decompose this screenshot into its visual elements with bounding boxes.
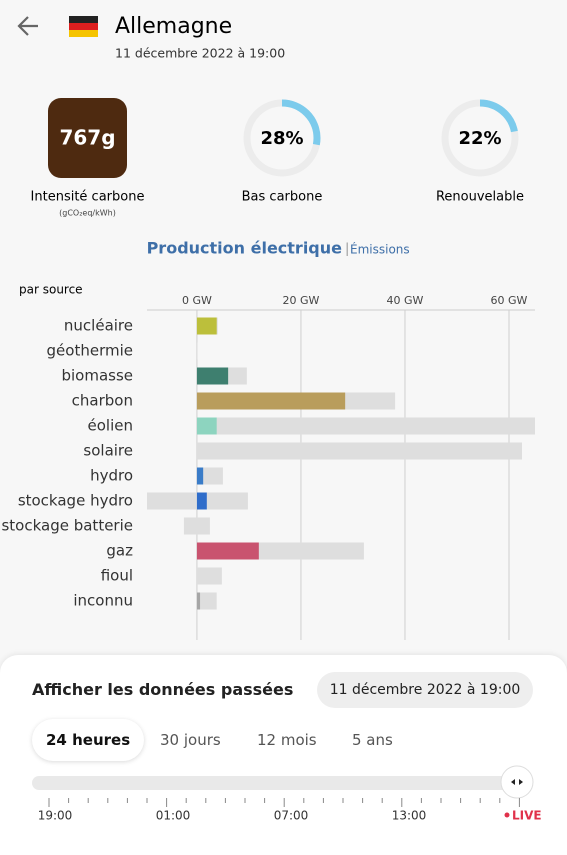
back-button[interactable]	[17, 16, 38, 36]
category-label: stockage batterie	[1, 517, 133, 535]
low-carbon-value: 28%	[260, 128, 303, 149]
production-bar	[196, 467, 204, 485]
category-label: stockage hydro	[18, 492, 133, 510]
category-label: solaire	[83, 442, 133, 460]
production-bar	[196, 592, 201, 610]
tab[interactable]: 24 heures	[32, 719, 145, 761]
flag	[69, 16, 98, 37]
timeline-label: 19:00	[38, 809, 73, 823]
chart-title: Production électrique	[147, 239, 343, 258]
capacity-bar	[196, 417, 535, 435]
capacity-bar	[196, 567, 222, 585]
timeline-track	[32, 776, 522, 790]
zone-view: Allemagne 11 décembre 2022 à 19:00 767g …	[1, 14, 535, 640]
low-carbon-label: Bas carbone	[242, 190, 323, 205]
x-tick-label: 60 GW	[491, 294, 528, 307]
renewable-label: Renouvelable	[436, 190, 524, 205]
capacity-bar	[183, 517, 210, 535]
production-bar	[196, 367, 229, 385]
chart-subtitle: par source	[19, 283, 83, 297]
capacity-bar	[196, 592, 217, 610]
x-tick-label: 20 GW	[282, 294, 319, 307]
category-label: biomasse	[61, 367, 133, 385]
category-label: hydro	[90, 467, 133, 485]
capacity-bar	[196, 342, 198, 360]
tab[interactable]: 30 jours	[160, 731, 221, 749]
timeline: LIVE 19:00 01:00 07:00 13:00	[32, 765, 542, 823]
category-label: charbon	[72, 392, 133, 410]
category-label: gaz	[106, 542, 133, 560]
zone-title: Allemagne	[115, 14, 232, 39]
date-button[interactable]: 11 décembre 2022 à 19:00	[317, 672, 533, 708]
category-label: géothermie	[47, 342, 133, 360]
timeline-label: 13:00	[392, 809, 427, 823]
capacity-bar	[196, 467, 223, 485]
live-dot	[504, 812, 510, 818]
tab[interactable]: 12 mois	[257, 731, 317, 749]
production-bar	[196, 492, 207, 510]
datetime: 11 décembre 2022 à 19:00	[115, 46, 285, 61]
timeline-thumb[interactable]	[500, 765, 534, 799]
carbon-intensity-unit: (gCO₂eq/kWh)	[59, 209, 116, 218]
history-panel: Afficher les données passées 11 décembre…	[0, 655, 567, 855]
live-label: LIVE	[512, 809, 542, 823]
x-tick-label: 0 GW	[182, 294, 212, 307]
history-title: Afficher les données passées	[32, 680, 294, 699]
timeline-label: 01:00	[156, 809, 191, 823]
category-label: éolien	[88, 417, 133, 435]
category-label: nucléaire	[64, 317, 133, 335]
production-bar	[196, 392, 346, 410]
x-tick-label: 40 GW	[387, 294, 424, 307]
carbon-intensity-value: 767g	[59, 126, 115, 150]
production-bar	[196, 542, 259, 560]
gauge-arc	[243, 99, 321, 177]
renewable-value: 22%	[458, 128, 501, 149]
production-bar	[196, 417, 217, 435]
capacity-bar	[196, 442, 522, 460]
tab[interactable]: 5 ans	[352, 731, 393, 749]
timeline-label: 07:00	[274, 809, 309, 823]
emissions-toggle[interactable]: Émissions	[350, 242, 410, 257]
category-label: inconnu	[73, 592, 133, 610]
carbon-intensity-label: Intensité carbone	[31, 190, 145, 205]
gauge-arc	[441, 99, 519, 177]
category-label: fioul	[101, 567, 133, 585]
carbon-intensity-box	[48, 98, 127, 178]
production-bar	[196, 317, 217, 335]
separator: |	[345, 242, 349, 257]
